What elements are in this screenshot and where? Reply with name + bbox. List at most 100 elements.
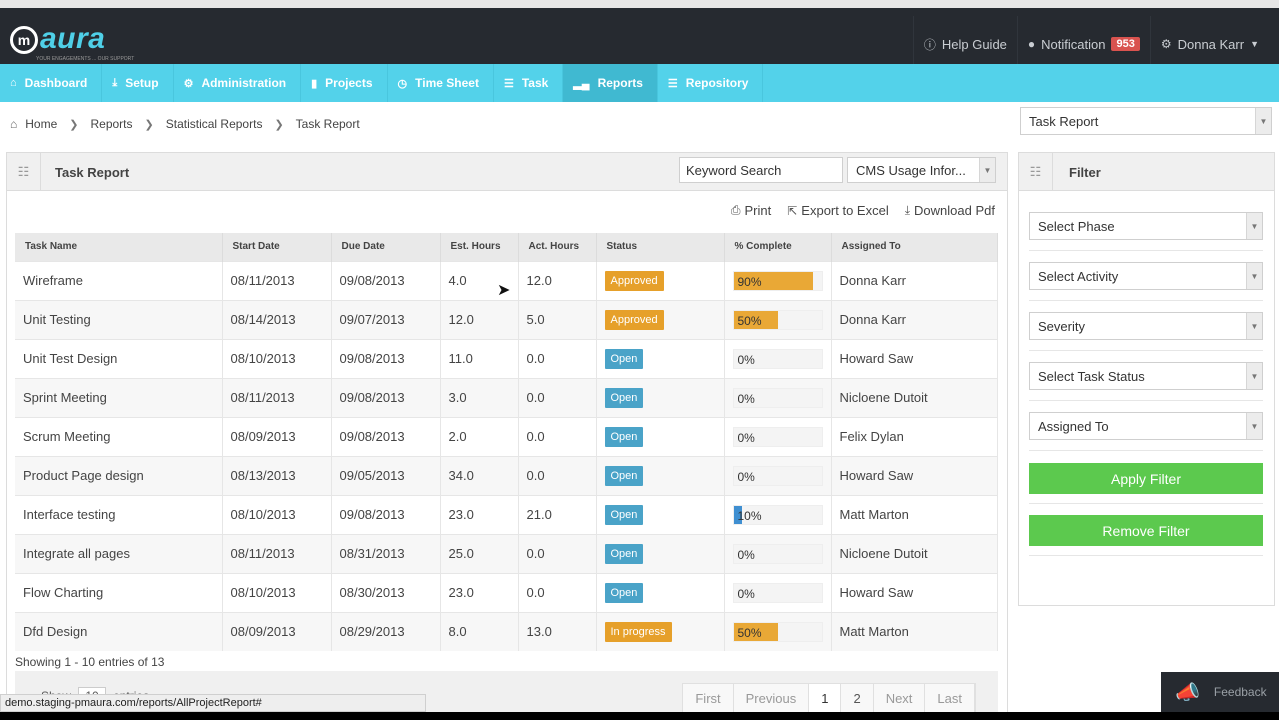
select-task-status-value: Select Task Status xyxy=(1038,368,1145,384)
window-top-strip xyxy=(0,0,1279,8)
status-badge: Open xyxy=(604,582,644,603)
breadcrumb-home[interactable]: Home xyxy=(25,117,58,131)
table-row[interactable]: Unit Testing 08/14/2013 09/07/2013 12.0 5.0 A… xyxy=(15,299,998,339)
logo[interactable]: m aura YOUR ENGAGEMENTS ... OUR SUPPORT xyxy=(10,20,134,62)
table-row[interactable]: Scrum Meeting 08/09/2013 09/08/2013 2.0 0.0 O… xyxy=(15,416,998,456)
main-nav: ⌂ Dashboard ⤓ Setup ⚙ Administration ▮ Proje… xyxy=(0,64,1279,102)
nav-time-sheet[interactable]: ◷ Time Sheet xyxy=(388,64,494,102)
logo-text: aura xyxy=(40,22,106,55)
mouse-cursor-icon: ➤ xyxy=(497,282,511,299)
breadcrumb-reports[interactable]: Reports xyxy=(90,117,133,131)
page-previous[interactable]: Previous xyxy=(734,684,810,712)
cell-complete: 10% xyxy=(724,494,832,534)
remove-filter-button[interactable]: Remove Filter xyxy=(1029,515,1263,546)
page-2[interactable]: 2 xyxy=(841,684,874,712)
page-last[interactable]: Last xyxy=(925,684,975,712)
col-act-hours[interactable]: Act. Hours xyxy=(518,233,597,261)
cell-est-hours: 3.0 xyxy=(440,377,519,417)
export-excel-button[interactable]: ⇱ Export to Excel xyxy=(787,203,889,218)
print-button[interactable]: ⎙ Print xyxy=(731,203,771,218)
col-assigned-to[interactable]: Assigned To xyxy=(831,233,998,261)
select-phase[interactable]: Select Phase ▼ xyxy=(1029,212,1263,240)
user-menu[interactable]: ⚙ Donna Karr ▼ xyxy=(1149,16,1269,72)
logo-tagline: YOUR ENGAGEMENTS ... OUR SUPPORT xyxy=(36,56,135,62)
cell-task-name: Wireframe xyxy=(15,260,223,300)
select-assigned-to[interactable]: Assigned To ▼ xyxy=(1029,412,1263,440)
page-1[interactable]: 1 xyxy=(809,684,842,712)
table-row[interactable]: Unit Test Design 08/10/2013 09/08/2013 11.0… xyxy=(15,338,998,378)
breadcrumb-statistical-reports[interactable]: Statistical Reports xyxy=(165,117,263,131)
nav-setup[interactable]: ⤓ Setup xyxy=(102,64,174,102)
report-type-value: Task Report xyxy=(1029,113,1099,129)
cell-task-name: Dfd Design xyxy=(15,611,223,651)
export-excel-label: Export to Excel xyxy=(801,203,889,218)
cell-est-hours: 25.0 xyxy=(440,533,519,573)
progress-bar: 10% xyxy=(732,504,823,525)
keyword-search-input[interactable]: Keyword Search xyxy=(679,157,843,183)
task-table: Task Name Start Date Due Date Est. Hours… xyxy=(15,233,998,651)
chevron-down-icon: ▼ xyxy=(1255,108,1271,134)
printer-icon: ⎙ xyxy=(730,203,741,217)
table-row[interactable]: Integrate all pages 08/11/2013 08/31/2013 2… xyxy=(15,533,998,573)
cell-start-date: 08/10/2013 xyxy=(222,494,332,534)
table-row[interactable]: Flow Charting 08/10/2013 08/30/2013 23.0 0.0… xyxy=(15,572,998,612)
grid-icon[interactable]: ☷ xyxy=(7,153,41,191)
chevron-right-icon: ❯ xyxy=(144,118,154,131)
col-task-name[interactable]: Task Name xyxy=(15,233,223,261)
cell-est-hours: 11.0 xyxy=(440,338,519,378)
table-row[interactable]: Dfd Design 08/09/2013 08/29/2013 8.0 13.0 In … xyxy=(15,611,998,651)
grid-icon[interactable]: ☷ xyxy=(1019,153,1053,191)
page-first[interactable]: First xyxy=(683,684,734,712)
cell-assigned-to: Matt Marton xyxy=(831,494,998,534)
breadcrumb: ⌂ Home ❯ Reports ❯ Statistical Reports ❯… xyxy=(10,116,360,132)
col-complete[interactable]: % Complete xyxy=(724,233,832,261)
progress-label: 0% xyxy=(737,586,755,601)
nav-dashboard[interactable]: ⌂ Dashboard xyxy=(0,64,103,102)
help-guide-link[interactable]: ⓘ Help Guide xyxy=(912,16,1017,72)
table-row[interactable]: Interface testing 08/10/2013 09/08/2013 23.… xyxy=(15,494,998,534)
nav-projects[interactable]: ▮ Projects xyxy=(301,64,388,102)
cell-due-date: 08/31/2013 xyxy=(331,533,441,573)
col-est-hours[interactable]: Est. Hours xyxy=(440,233,519,261)
table-row[interactable]: Product Page design 08/13/2013 09/05/2013 3… xyxy=(15,455,998,495)
cell-est-hours: 34.0 xyxy=(440,455,519,495)
table-row[interactable]: Sprint Meeting 08/11/2013 09/08/2013 3.0 0.0… xyxy=(15,377,998,417)
page-next[interactable]: Next xyxy=(874,684,926,712)
cms-usage-select[interactable]: CMS Usage Infor... ▼ xyxy=(847,157,996,183)
nav-administration[interactable]: ⚙ Administration xyxy=(174,64,302,102)
feedback-button[interactable]: 📣 Feedback xyxy=(1161,672,1279,712)
notification-link[interactable]: ● Notification 953 xyxy=(1016,16,1150,72)
filter-title: Filter xyxy=(1069,164,1101,180)
bar-chart-icon: ▂▄ xyxy=(573,77,590,90)
cell-complete: 0% xyxy=(724,533,832,573)
select-severity[interactable]: Severity ▼ xyxy=(1029,312,1263,340)
cell-due-date: 09/08/2013 xyxy=(331,260,441,300)
cell-assigned-to: Howard Saw xyxy=(831,338,998,378)
col-status[interactable]: Status xyxy=(596,233,725,261)
progress-bar: 0% xyxy=(732,387,823,408)
progress-label: 90% xyxy=(737,274,762,289)
chevron-down-icon: ▼ xyxy=(1246,263,1262,289)
export-toolbar: ⎙ Print ⇱ Export to Excel ⤓ Download Pdf xyxy=(715,203,995,218)
table-header-row: Task Name Start Date Due Date Est. Hours… xyxy=(15,233,998,261)
select-activity[interactable]: Select Activity ▼ xyxy=(1029,262,1263,290)
window-bottom-strip xyxy=(0,712,1279,720)
status-badge: Open xyxy=(604,387,644,408)
report-type-select[interactable]: Task Report ▼ xyxy=(1020,107,1272,135)
download-pdf-button[interactable]: ⤓ Download Pdf xyxy=(905,203,995,218)
nav-reports[interactable]: ▂▄ Reports xyxy=(563,64,658,102)
table-row[interactable]: Wireframe 08/11/2013 09/08/2013 4.0 12.0 Appr… xyxy=(15,260,998,300)
cell-due-date: 09/08/2013 xyxy=(331,494,441,534)
progress-fill xyxy=(733,271,813,290)
col-start-date[interactable]: Start Date xyxy=(222,233,332,261)
nav-task[interactable]: ☰ Task xyxy=(494,64,564,102)
cell-act-hours: 13.0 xyxy=(518,611,597,651)
cell-status: Approved xyxy=(596,299,725,339)
nav-label: Reports xyxy=(597,76,643,90)
cell-est-hours: 23.0 xyxy=(440,494,519,534)
select-assigned-to-value: Assigned To xyxy=(1038,418,1109,434)
select-task-status[interactable]: Select Task Status ▼ xyxy=(1029,362,1263,390)
nav-repository[interactable]: ☰ Repository xyxy=(658,64,764,102)
apply-filter-button[interactable]: Apply Filter xyxy=(1029,463,1263,494)
col-due-date[interactable]: Due Date xyxy=(331,233,441,261)
